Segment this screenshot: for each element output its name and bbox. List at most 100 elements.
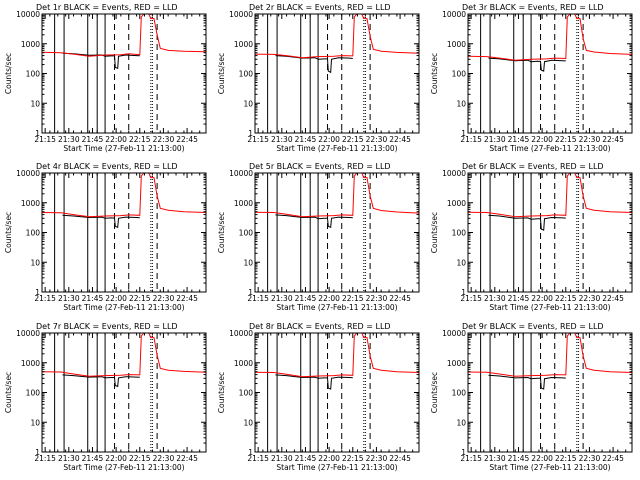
y-tick-label: 10 xyxy=(456,258,466,267)
x-tick-label: 21:15 xyxy=(247,294,269,303)
x-tick-label: 21:45 xyxy=(508,454,530,463)
lld-series-line xyxy=(42,173,206,218)
y-tick-label: 10000 xyxy=(229,10,253,19)
lld-series-line xyxy=(468,173,632,218)
panel-title: Det 6r BLACK = Events, RED = LLD xyxy=(462,162,604,171)
x-tick-label: 22:00 xyxy=(531,294,553,303)
y-tick-label: 100 xyxy=(452,70,467,79)
x-axis-label: Start Time (27-Feb-11 21:13:00) xyxy=(276,144,397,153)
events-series-line xyxy=(275,214,353,228)
x-tick-label: 21:30 xyxy=(271,135,293,144)
plot-frame xyxy=(467,332,633,453)
x-tick-label: 22:15 xyxy=(129,294,151,303)
y-axis-label: Counts/sec xyxy=(430,372,439,413)
y-axis-label: Counts/sec xyxy=(4,53,13,94)
x-tick-label: 22:00 xyxy=(318,454,340,463)
panel-title: Det 8r BLACK = Events, RED = LLD xyxy=(249,322,391,331)
y-tick-label: 10000 xyxy=(229,169,253,178)
x-tick-label: 21:15 xyxy=(460,454,482,463)
x-tick-label: 22:15 xyxy=(342,454,364,463)
y-tick-label: 10 xyxy=(456,99,466,108)
y-tick-label: 100 xyxy=(26,229,41,238)
plot-frame xyxy=(467,13,633,134)
x-tick-label: 22:45 xyxy=(602,294,624,303)
x-tick-label: 22:45 xyxy=(176,135,198,144)
y-tick-label: 1000 xyxy=(21,359,40,368)
plot-frame xyxy=(254,172,420,293)
x-tick-label: 21:45 xyxy=(295,294,317,303)
x-tick-label: 22:45 xyxy=(176,454,198,463)
x-axis-label: Start Time (27-Feb-11 21:13:00) xyxy=(63,463,184,472)
y-axis-label: Counts/sec xyxy=(430,53,439,94)
y-axis-label: Counts/sec xyxy=(217,212,226,253)
x-axis-label: Start Time (27-Feb-11 21:13:00) xyxy=(63,144,184,153)
y-axis-label: Counts/sec xyxy=(217,53,226,94)
events-series-line xyxy=(488,214,566,231)
x-tick-label: 21:15 xyxy=(34,294,56,303)
lld-series-line xyxy=(255,333,419,378)
chart-panel-3: Det 3r BLACK = Events, RED = LLD 1 10 100 10… xyxy=(430,3,633,153)
y-axis-label: Counts/sec xyxy=(4,212,13,253)
events-series-line xyxy=(488,374,566,390)
x-tick-label: 21:30 xyxy=(271,454,293,463)
x-tick-label: 22:45 xyxy=(602,135,624,144)
y-tick-label: 1 xyxy=(35,288,40,297)
y-tick-label: 1 xyxy=(248,448,253,457)
y-tick-label: 10 xyxy=(243,99,253,108)
x-axis-label: Start Time (27-Feb-11 21:13:00) xyxy=(63,303,184,312)
x-axis-label: Start Time (27-Feb-11 21:13:00) xyxy=(276,463,397,472)
x-tick-label: 21:30 xyxy=(58,294,80,303)
chart-panel-6: Det 6r BLACK = Events, RED = LLD 1 10 100 10… xyxy=(430,162,633,312)
x-tick-label: 21:15 xyxy=(34,454,56,463)
x-tick-label: 22:15 xyxy=(129,454,151,463)
x-tick-label: 21:45 xyxy=(82,135,104,144)
y-tick-label: 1 xyxy=(461,288,466,297)
y-tick-label: 100 xyxy=(239,229,254,238)
x-tick-label: 21:30 xyxy=(484,135,506,144)
y-tick-label: 100 xyxy=(26,70,41,79)
x-tick-label: 22:15 xyxy=(555,294,577,303)
plot-frame xyxy=(254,13,420,134)
y-tick-label: 1000 xyxy=(234,359,253,368)
y-tick-label: 10000 xyxy=(442,10,466,19)
x-tick-label: 21:30 xyxy=(484,454,506,463)
x-tick-label: 21:15 xyxy=(34,135,56,144)
y-tick-label: 100 xyxy=(452,229,467,238)
x-tick-label: 22:00 xyxy=(531,135,553,144)
x-tick-label: 22:45 xyxy=(176,294,198,303)
x-axis-label: Start Time (27-Feb-11 21:13:00) xyxy=(489,303,610,312)
panel-title: Det 5r BLACK = Events, RED = LLD xyxy=(249,162,391,171)
x-tick-label: 21:15 xyxy=(460,135,482,144)
chart-panel-5: Det 5r BLACK = Events, RED = LLD 1 10 100 10… xyxy=(217,162,420,312)
y-tick-label: 1000 xyxy=(234,40,253,49)
x-tick-label: 21:15 xyxy=(247,135,269,144)
chart-panel-9: Det 9r BLACK = Events, RED = LLD 1 10 100 10… xyxy=(430,322,633,472)
y-tick-label: 1000 xyxy=(234,199,253,208)
y-tick-label: 1 xyxy=(248,288,253,297)
y-tick-label: 10 xyxy=(243,418,253,427)
lld-series-line xyxy=(468,333,632,377)
panel-title: Det 2r BLACK = Events, RED = LLD xyxy=(249,3,391,12)
x-tick-label: 21:30 xyxy=(484,294,506,303)
panel-title: Det 9r BLACK = Events, RED = LLD xyxy=(462,322,604,331)
chart-panel-2: Det 2r BLACK = Events, RED = LLD 1 10 100 10… xyxy=(217,3,420,153)
x-tick-label: 21:45 xyxy=(508,135,530,144)
y-tick-label: 10000 xyxy=(16,10,40,19)
x-tick-label: 22:15 xyxy=(342,294,364,303)
x-axis-label: Start Time (27-Feb-11 21:13:00) xyxy=(489,144,610,153)
x-tick-label: 22:30 xyxy=(579,135,601,144)
y-tick-label: 1000 xyxy=(447,359,466,368)
y-tick-label: 10 xyxy=(30,99,40,108)
events-series-line xyxy=(62,214,140,228)
y-tick-label: 10000 xyxy=(442,169,466,178)
chart-panel-8: Det 8r BLACK = Events, RED = LLD 1 10 100 10… xyxy=(217,322,420,472)
y-axis-label: Counts/sec xyxy=(4,372,13,413)
x-tick-label: 22:00 xyxy=(105,135,127,144)
y-axis-label: Counts/sec xyxy=(217,372,226,413)
x-tick-label: 21:45 xyxy=(508,294,530,303)
x-tick-label: 22:15 xyxy=(129,135,151,144)
plot-frame xyxy=(41,13,207,134)
events-series-line xyxy=(275,55,353,74)
panel-title: Det 4r BLACK = Events, RED = LLD xyxy=(36,162,178,171)
panel-title: Det 1r BLACK = Events, RED = LLD xyxy=(36,3,178,12)
